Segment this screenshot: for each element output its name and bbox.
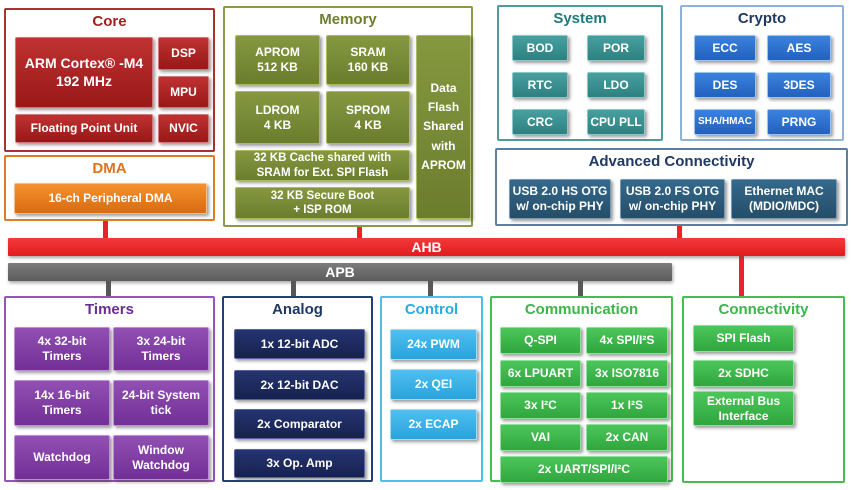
- 3des-block: 3DES: [767, 72, 831, 98]
- communication-group: Communication Q-SPI 4x SPI/I²S 6x LPUART…: [490, 296, 673, 483]
- ahb-bus: AHB: [8, 238, 845, 256]
- ebi-block: External Bus Interface: [693, 391, 794, 426]
- por-block: POR: [587, 35, 645, 61]
- sprom-block: SPROM 4 KB: [326, 91, 410, 144]
- system-group: System BOD POR RTC LDO CRC CPU PLL: [497, 5, 663, 141]
- ecc-block: ECC: [694, 35, 756, 61]
- vai-block: VAI: [500, 424, 581, 451]
- cache-block: 32 KB Cache shared with SRAM for Ext. SP…: [235, 150, 410, 181]
- window-watchdog-block: Window Watchdog: [113, 435, 209, 480]
- apb-timers-connector: [106, 281, 111, 297]
- control-group: Control 24x PWM 2x QEI 2x ECAP: [380, 296, 483, 482]
- rtc-block: RTC: [512, 72, 568, 98]
- crc-block: CRC: [512, 109, 568, 135]
- adc-block: 1x 12-bit ADC: [234, 329, 365, 359]
- timers-title: Timers: [85, 301, 134, 318]
- des-block: DES: [694, 72, 756, 98]
- systick-block: 24-bit System tick: [113, 380, 209, 426]
- analog-group: Analog 1x 12-bit ADC 2x 12-bit DAC 2x Co…: [222, 296, 373, 482]
- can-block: 2x CAN: [586, 424, 668, 451]
- cpu-pll-block: CPU PLL: [587, 109, 645, 135]
- system-title: System: [553, 10, 607, 27]
- prng-block: PRNG: [767, 109, 831, 135]
- lpuart-block: 6x LPUART: [500, 360, 581, 387]
- aprom-block: APROM 512 KB: [235, 35, 320, 85]
- fpu-block: Floating Point Unit: [15, 114, 153, 143]
- uart-spi-i2c-block: 2x UART/SPI/I²C: [500, 456, 668, 483]
- iso7816-block: 3x ISO7816: [586, 360, 668, 387]
- spi-flash-block: SPI Flash: [693, 325, 794, 352]
- pwm-block: 24x PWM: [390, 329, 477, 360]
- apb-analog-connector: [291, 281, 296, 297]
- connectivity-title: Connectivity: [718, 301, 809, 318]
- watchdog-block: Watchdog: [14, 435, 110, 480]
- mpu-block: MPU: [158, 76, 209, 108]
- dac-block: 2x 12-bit DAC: [234, 370, 365, 400]
- spi-i2s-block: 4x SPI/I²S: [586, 327, 668, 354]
- analog-title: Analog: [272, 301, 323, 318]
- apb-bus-label: APB: [325, 264, 355, 280]
- comparator-block: 2x Comparator: [234, 409, 365, 439]
- usb-fs-otg-block: USB 2.0 FS OTG w/ on-chip PHY: [620, 179, 725, 219]
- cpu-block: ARM Cortex® -M4 192 MHz: [15, 37, 153, 108]
- dma-ahb-connector: [103, 221, 108, 239]
- ahb-connectivity-connector: [739, 255, 744, 297]
- apb-bus: APB: [8, 263, 672, 281]
- i2c-block: 3x I²C: [500, 392, 581, 419]
- ecap-block: 2x ECAP: [390, 409, 477, 440]
- memory-title: Memory: [319, 11, 377, 28]
- advanced-connectivity-group: Advanced Connectivity USB 2.0 HS OTG w/ …: [495, 148, 848, 226]
- dsp-block: DSP: [158, 37, 209, 70]
- nvic-block: NVIC: [158, 114, 209, 143]
- secure-boot-block: 32 KB Secure Boot + ISP ROM: [235, 187, 410, 219]
- bod-block: BOD: [512, 35, 568, 61]
- usb-hs-otg-block: USB 2.0 HS OTG w/ on-chip PHY: [509, 179, 611, 219]
- core-group: Core ARM Cortex® -M4 192 MHz DSP MPU Flo…: [4, 8, 215, 152]
- control-title: Control: [404, 301, 459, 318]
- timers-group: Timers 4x 32-bit Timers 3x 24-bit Timers…: [4, 296, 215, 482]
- sdhc-block: 2x SDHC: [693, 360, 794, 387]
- qei-block: 2x QEI: [390, 369, 477, 400]
- advconn-ahb-connector: [677, 226, 682, 239]
- ldo-block: LDO: [587, 72, 645, 98]
- core-title: Core: [92, 13, 127, 30]
- memory-ahb-connector: [357, 227, 362, 239]
- timers-24bit-block: 3x 24-bit Timers: [113, 327, 209, 371]
- pdma-block: 16-ch Peripheral DMA: [14, 183, 207, 214]
- sram-block: SRAM 160 KB: [326, 35, 410, 85]
- ldrom-block: LDROM 4 KB: [235, 91, 320, 144]
- crypto-title: Crypto: [737, 10, 787, 27]
- data-flash-block: Data Flash Shared with APROM: [416, 35, 471, 219]
- opamp-block: 3x Op. Amp: [234, 449, 365, 478]
- crypto-group: Crypto ECC AES DES 3DES SHA/HMAC PRNG: [680, 5, 844, 141]
- connectivity-group: Connectivity SPI Flash 2x SDHC External …: [682, 296, 845, 483]
- timers-16bit-block: 14x 16-bit Timers: [14, 380, 110, 426]
- apb-communication-connector: [578, 281, 583, 297]
- aes-block: AES: [767, 35, 831, 61]
- apb-control-connector: [428, 281, 433, 297]
- dma-title: DMA: [92, 160, 127, 177]
- sha-hmac-block: SHA/HMAC: [694, 109, 756, 135]
- memory-group: Memory APROM 512 KB SRAM 160 KB LDROM 4 …: [223, 6, 473, 227]
- communication-title: Communication: [524, 301, 639, 318]
- dma-group: DMA 16-ch Peripheral DMA: [4, 155, 215, 221]
- advanced-connectivity-title: Advanced Connectivity: [588, 153, 755, 170]
- ahb-bus-label: AHB: [411, 239, 442, 255]
- qspi-block: Q-SPI: [500, 327, 581, 354]
- i2s-block: 1x I²S: [586, 392, 668, 419]
- timers-32bit-block: 4x 32-bit Timers: [14, 327, 110, 371]
- ethernet-mac-block: Ethernet MAC (MDIO/MDC): [731, 179, 837, 219]
